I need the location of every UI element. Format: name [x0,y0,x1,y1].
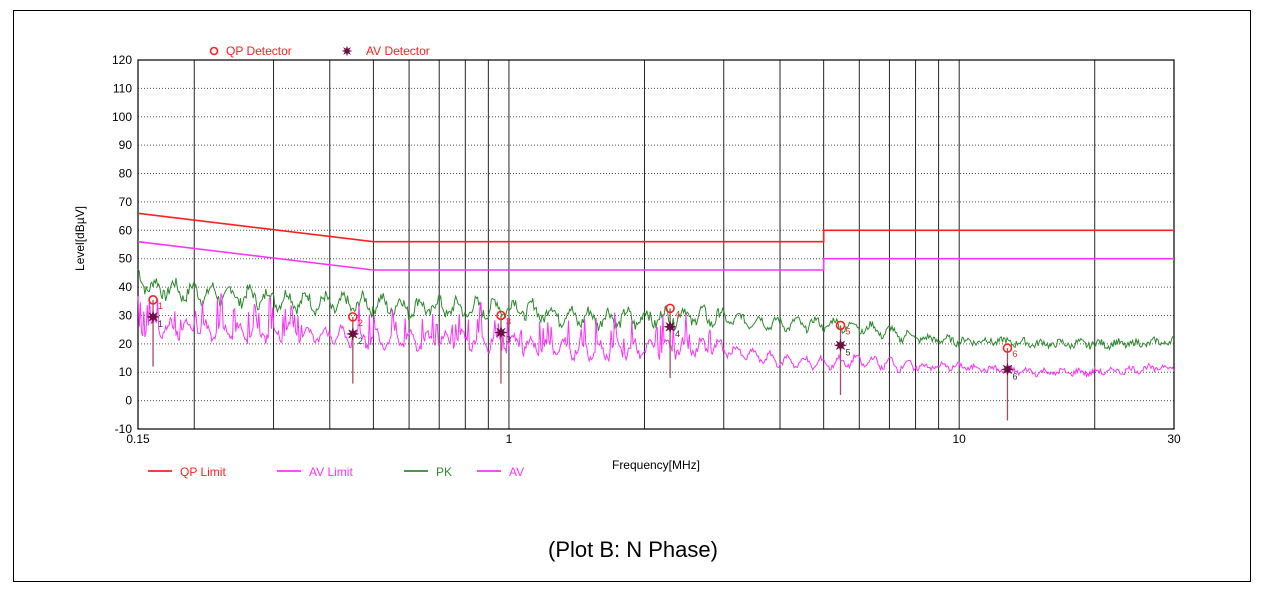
qp-marker-label: 3 [506,316,511,326]
y-axis-title: Level[dBµV] [73,206,87,271]
y-tick-label: 60 [119,223,133,237]
y-tick-label: 0 [125,394,132,408]
av-marker [663,319,678,334]
x-tick-label: 30 [1167,432,1181,446]
y-tick-label: 50 [119,252,133,266]
av-marker [1000,362,1015,377]
y-tick-label: 90 [119,138,133,152]
y-tick-label: 20 [119,337,133,351]
plot-area [138,60,1174,429]
y-tick-label: 100 [112,110,132,124]
qp-marker-label: 5 [846,326,851,336]
plot-caption: (Plot B: N Phase) [548,537,718,562]
legend-label-av-limit: AV Limit [309,465,353,479]
qp-marker-label: 4 [675,309,680,319]
y-tick-label: 10 [119,365,133,379]
av-marker [494,325,508,340]
series-pk-line [137,268,1175,351]
legend-av-detector: AV Detector [366,44,430,58]
y-tick-label: 70 [119,195,133,209]
qp-marker-label: 6 [1012,349,1017,359]
qp-marker [148,295,158,305]
y-tick-label: -10 [115,422,133,436]
qp-marker-label: 2 [358,318,363,328]
av-marker-label: 3 [506,334,511,344]
y-tick-label: 120 [112,53,132,67]
av-marker-label: 2 [358,336,363,346]
av-marker-label: 1 [158,319,163,329]
y-tick-label: 40 [119,280,133,294]
x-axis-title: Frequency[MHz] [612,458,700,472]
y-tick-label: 30 [119,308,133,322]
x-tick-label: 0.15 [126,432,150,446]
legend-label-pk: PK [436,465,452,479]
qp-marker [496,310,506,321]
legend-qp-symbol [209,46,219,56]
series-av-limit-line [137,240,1174,271]
legend-label-av: AV [509,465,524,479]
plot-border [137,59,1175,430]
legend-av-symbol [341,45,353,57]
av-marker [146,309,160,324]
av-marker-label: 4 [675,329,680,339]
av-marker [345,326,360,341]
x-tick-label: 1 [506,432,513,446]
av-marker [833,338,848,353]
qp-marker [835,320,846,331]
x-tick-label: 10 [953,432,967,446]
y-tick-label: 80 [119,167,133,181]
av-marker-label: 5 [846,347,851,357]
legend-label-qp-limit: QP Limit [180,465,226,479]
y-tick-label: 110 [113,81,132,95]
legend-qp-detector: QP Detector [226,44,292,58]
series-qp-limit-line [137,212,1174,243]
figure-frame [13,10,1251,582]
series-av-line [137,293,1175,379]
av-marker-label: 6 [1012,371,1017,381]
qp-marker [348,312,358,322]
qp-marker [665,303,675,314]
qp-marker-label: 1 [158,301,163,311]
qp-marker [1002,343,1013,353]
